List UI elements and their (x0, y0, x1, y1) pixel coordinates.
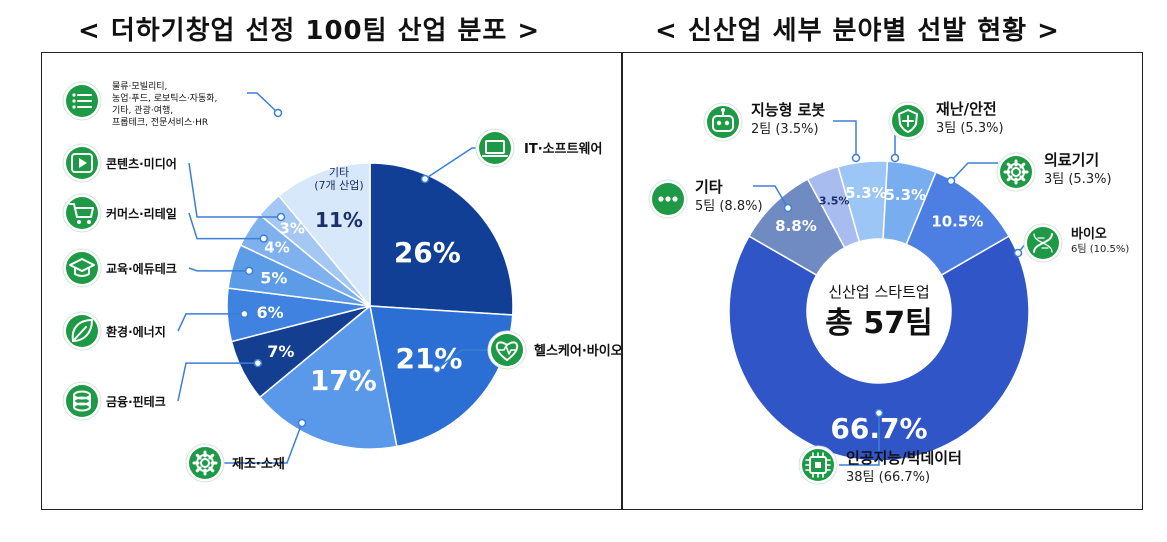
detail-기타: 5팀 (8.8%) (695, 199, 763, 214)
center-label: 신산업 스타트업 (828, 283, 929, 301)
segment-바이오 (905, 171, 1011, 277)
leader-제조-소재-dot (297, 418, 307, 428)
label-지능형-로봇: 지능형 로봇 (751, 101, 825, 119)
segment-인공지능-빅데이터 (728, 235, 1030, 462)
dots-icon (648, 179, 688, 219)
center-value: 총 57팀 (825, 306, 932, 341)
other-item: 기타, 관광·여행, (112, 104, 173, 116)
gear-icon (996, 152, 1036, 192)
leader-other-dot (273, 108, 283, 118)
leader-의료기기-dot (946, 176, 956, 186)
laptop-icon (475, 128, 515, 168)
label-의료기기: 의료기기 (1044, 151, 1099, 169)
other-slice-sublabel: (7개 산업) (314, 179, 363, 192)
leader-의료기기 (950, 162, 998, 182)
label-금융-핀테크: 금융·핀테크 (106, 394, 166, 409)
value-label-기타: 8.8% (775, 217, 817, 235)
chip-icon (798, 445, 838, 485)
detail-재난-안전: 3팀 (5.3%) (936, 121, 1004, 136)
label-인공지능-빅데이터: 인공지능/빅데이터 (846, 449, 962, 467)
leader-기타 (753, 185, 789, 209)
leader-IT-소프트웨어 (424, 147, 482, 180)
label-콘텐츠-미디어: 콘텐츠·미디어 (106, 156, 177, 171)
left-chart-title: < 더하기창업 선정 100팀 산업 분포 > (78, 16, 541, 46)
leader-지능형-로봇 (833, 120, 857, 158)
shield-icon (888, 101, 928, 141)
label-커머스-리테일: 커머스·리테일 (106, 206, 177, 221)
other-slice-label: 기타 (329, 166, 349, 179)
value-label-바이오: 10.5% (931, 213, 983, 231)
leader-기타-dot (783, 203, 793, 213)
graduation-cap-icon (62, 248, 102, 288)
play-icon (62, 143, 102, 183)
value-label-커머스-리테일: 4% (264, 238, 289, 256)
leader-금융-핀테크-dot (253, 358, 263, 368)
industry-pie-chart: 26% 21% 17% 7% 6% 5% 4%3% 11% 기타(7개 산업) IT·소프트웨어헬… (62, 81, 621, 483)
leader-커머스-리테일 (188, 212, 264, 240)
leaf-icon (62, 311, 102, 351)
detail-지능형-로봇: 2팀 (3.5%) (751, 122, 819, 137)
value-label-금융-핀테크: 7% (267, 342, 294, 361)
value-label-콘텐츠-미디어: 3% (279, 219, 304, 237)
value-label-IT-소프트웨어: 26% (394, 236, 461, 269)
value-label-기타-7개-산업: 11% (315, 208, 363, 232)
cart-icon (62, 193, 102, 233)
detail-바이오: 6팀 (10.5%) (1071, 243, 1129, 255)
label-기타: 기타 (695, 178, 723, 196)
label-교육-에듀테크: 교육·에듀테크 (106, 261, 177, 276)
leader-제조-소재 (224, 422, 303, 464)
leader-교육-에듀테크-dot (244, 266, 254, 276)
label-바이오: 바이오 (1071, 226, 1107, 242)
gear-icon (185, 443, 225, 483)
leader-헬스케어-바이오-dot (432, 364, 442, 374)
new-industry-panel: 신산업 스타트업 총 57팀 66.7% 8.8% 3.5% 5.3% 5.3% 10.5% 인… (622, 52, 1143, 510)
label-제조-소재: 제조·소재 (232, 457, 285, 472)
leader-재난-안전-dot (890, 153, 900, 163)
leader-환경-에너지-dot (240, 309, 249, 319)
slice-IT-소프트웨어 (369, 162, 514, 316)
value-label-교육-에듀테크: 5% (260, 269, 287, 288)
coins-icon (62, 381, 102, 421)
slice-기타-7개-산업 (277, 162, 371, 309)
robot-icon (703, 102, 743, 142)
other-item: 프롭테크, 전문서비스·HR (112, 117, 208, 128)
leader-other (247, 92, 279, 114)
leader-금융-핀테크 (177, 362, 258, 402)
value-label-제조-소재: 17% (310, 364, 377, 397)
label-환경-에너지: 환경·에너지 (106, 324, 166, 339)
leader-IT-소프트웨어-dot (420, 174, 430, 184)
other-item: 물류·모빌리티, (112, 81, 167, 92)
leader-콘텐츠-미디어-dot (276, 212, 286, 222)
slice-제조-소재 (258, 304, 398, 450)
right-chart-title: < 신산업 세부 분야별 선발 현황 > (655, 16, 1060, 46)
list-icon (62, 81, 102, 121)
leader-지능형-로봇-dot (851, 153, 861, 163)
leader-인공지능-빅데이터-dot (874, 408, 884, 418)
value-label-지능형-로봇: 3.5% (819, 195, 850, 208)
dna-icon (1023, 223, 1063, 263)
value-label-헬스케어-바이오: 21% (395, 342, 462, 375)
detail-의료기기: 3팀 (5.3%) (1044, 172, 1112, 187)
leader-교육-에듀테크 (188, 267, 250, 272)
value-label-재난-안전: 5.3% (845, 184, 887, 202)
leader-인공지능-빅데이터 (839, 413, 880, 466)
leader-커머스-리테일-dot (259, 234, 268, 243)
heartbeat-icon (487, 330, 527, 370)
donut-center (809, 241, 949, 381)
value-label-환경-에너지: 6% (257, 303, 284, 322)
leader-헬스케어-바이오 (436, 349, 490, 370)
value-label-의료기기: 5.3% (884, 186, 926, 204)
other-item: 농업·푸드, 로보틱스·자동화, (112, 92, 217, 104)
leader-콘텐츠-미디어 (188, 162, 282, 218)
label-IT-소프트웨어: IT·소프트웨어 (524, 141, 602, 157)
detail-인공지능-빅데이터: 38팀 (66.7%) (846, 470, 930, 485)
label-재난-안전: 재난/안전 (936, 100, 997, 118)
leader-환경-에너지 (177, 313, 245, 332)
label-헬스케어-바이오: 헬스케어·바이오 (534, 343, 621, 359)
leader-바이오-dot (1013, 248, 1023, 258)
